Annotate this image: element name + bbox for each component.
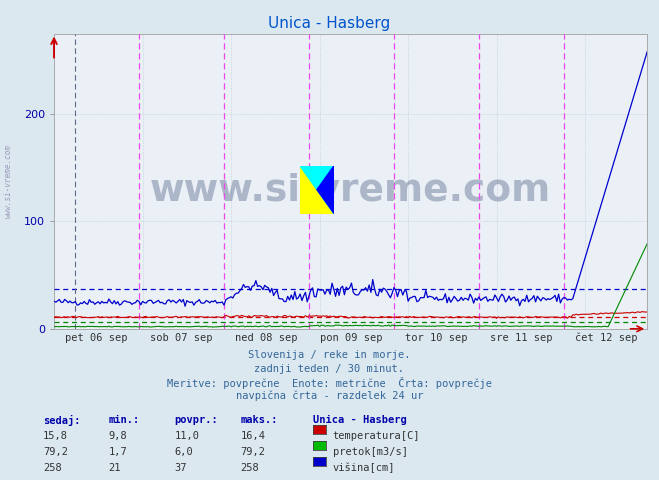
Text: 1,7: 1,7 <box>109 447 127 457</box>
Text: Meritve: povprečne  Enote: metrične  Črta: povprečje: Meritve: povprečne Enote: metrične Črta:… <box>167 377 492 389</box>
Text: 79,2: 79,2 <box>43 447 68 457</box>
Text: 21: 21 <box>109 463 121 473</box>
Text: 6,0: 6,0 <box>175 447 193 457</box>
Text: Slovenija / reke in morje.: Slovenija / reke in morje. <box>248 350 411 360</box>
Text: povpr.:: povpr.: <box>175 415 218 425</box>
Text: višina[cm]: višina[cm] <box>333 463 395 473</box>
Polygon shape <box>300 166 334 214</box>
Text: čet 12 sep: čet 12 sep <box>575 333 638 343</box>
Text: min.:: min.: <box>109 415 140 425</box>
Text: pet 06 sep: pet 06 sep <box>65 333 128 343</box>
Text: tor 10 sep: tor 10 sep <box>405 333 468 343</box>
Text: zadnji teden / 30 minut.: zadnji teden / 30 minut. <box>254 364 405 374</box>
Text: 11,0: 11,0 <box>175 431 200 441</box>
Text: Unica - Hasberg: Unica - Hasberg <box>313 415 407 425</box>
Text: ned 08 sep: ned 08 sep <box>235 333 298 343</box>
Text: navpična črta - razdelek 24 ur: navpična črta - razdelek 24 ur <box>236 391 423 401</box>
Text: www.si-vreme.com: www.si-vreme.com <box>4 144 13 218</box>
Text: 258: 258 <box>43 463 61 473</box>
Text: pon 09 sep: pon 09 sep <box>320 333 383 343</box>
Text: temperatura[C]: temperatura[C] <box>333 431 420 441</box>
Text: 37: 37 <box>175 463 187 473</box>
Text: 15,8: 15,8 <box>43 431 68 441</box>
Text: www.si-vreme.com: www.si-vreme.com <box>150 172 551 208</box>
Text: 79,2: 79,2 <box>241 447 266 457</box>
Polygon shape <box>317 166 334 214</box>
Text: pretok[m3/s]: pretok[m3/s] <box>333 447 408 457</box>
Text: 16,4: 16,4 <box>241 431 266 441</box>
Text: 258: 258 <box>241 463 259 473</box>
Text: Unica - Hasberg: Unica - Hasberg <box>268 16 391 31</box>
Text: sob 07 sep: sob 07 sep <box>150 333 213 343</box>
Text: 9,8: 9,8 <box>109 431 127 441</box>
Polygon shape <box>300 166 334 214</box>
Text: maks.:: maks.: <box>241 415 278 425</box>
Text: sre 11 sep: sre 11 sep <box>490 333 553 343</box>
Text: sedaj:: sedaj: <box>43 415 80 426</box>
